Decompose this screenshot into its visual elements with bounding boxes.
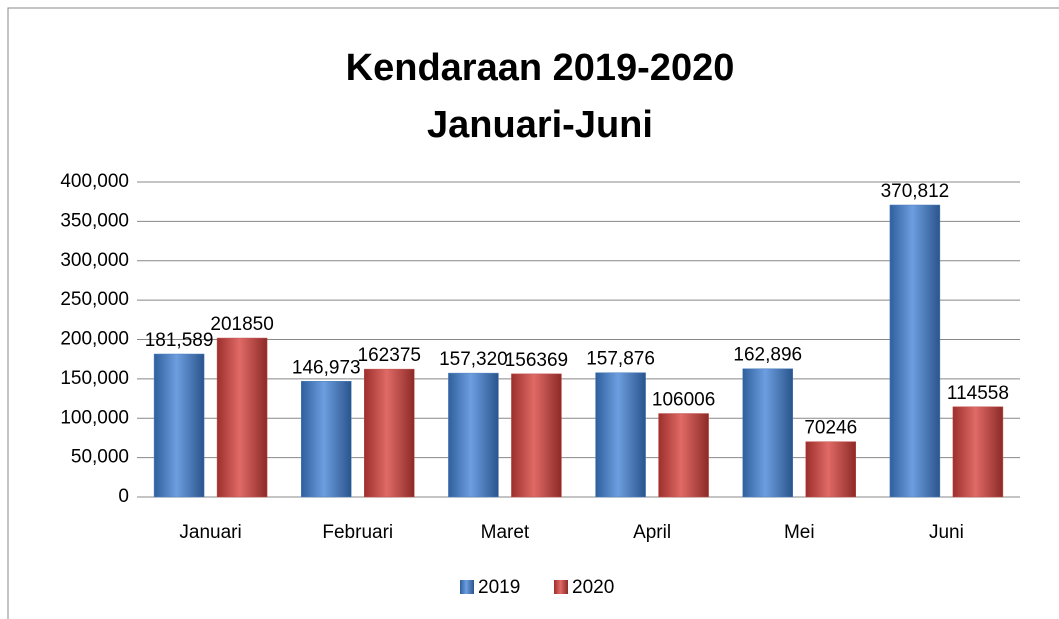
bar — [952, 406, 1004, 498]
bar — [216, 337, 268, 498]
x-tick-label: Februari — [322, 522, 393, 543]
y-tick-label: 0 — [118, 486, 129, 507]
y-tick-label: 200,000 — [60, 329, 129, 350]
bar — [805, 441, 856, 498]
bar — [742, 368, 793, 498]
bar — [889, 204, 941, 498]
x-tick-label: Maret — [481, 522, 530, 543]
y-tick-label: 150,000 — [60, 368, 129, 389]
data-label: 157,320 — [439, 349, 508, 370]
data-label: 370,812 — [881, 181, 950, 202]
bar — [448, 372, 499, 498]
chart-subtitle: Januari-Juni — [427, 104, 653, 146]
bar — [301, 381, 352, 498]
data-label: 146,973 — [292, 357, 361, 378]
y-tick-label: 350,000 — [60, 210, 129, 231]
y-tick-label: 300,000 — [60, 250, 129, 271]
bar — [153, 353, 205, 498]
x-tick-label: Januari — [179, 522, 241, 543]
legend-label: 2019 — [478, 577, 520, 598]
bar — [511, 373, 562, 498]
y-tick-label: 50,000 — [71, 447, 129, 468]
chart-frame — [7, 7, 1059, 619]
bar — [658, 413, 709, 498]
y-tick-label: 250,000 — [60, 289, 129, 310]
legend-swatch — [554, 580, 568, 594]
data-label: 157,876 — [586, 349, 655, 370]
data-label: 181,589 — [145, 330, 214, 351]
legend-swatch — [460, 580, 474, 594]
data-label: 162,896 — [733, 345, 802, 366]
x-tick-label: Mei — [784, 522, 815, 543]
data-label: 162375 — [358, 345, 421, 366]
chart-title: Kendaraan 2019-2020 — [346, 47, 735, 89]
y-tick-label: 100,000 — [60, 407, 129, 428]
x-tick-label: April — [633, 522, 671, 543]
y-tick-label: 400,000 — [60, 171, 129, 192]
bar — [364, 368, 415, 498]
data-label: 106006 — [652, 390, 715, 411]
bar — [595, 372, 646, 498]
x-tick-label: Juni — [929, 522, 964, 543]
data-label: 156369 — [505, 350, 568, 371]
data-label: 70246 — [804, 418, 857, 439]
data-label: 201850 — [210, 314, 273, 335]
legend-label: 2020 — [572, 577, 614, 598]
data-label: 114558 — [947, 383, 1009, 404]
